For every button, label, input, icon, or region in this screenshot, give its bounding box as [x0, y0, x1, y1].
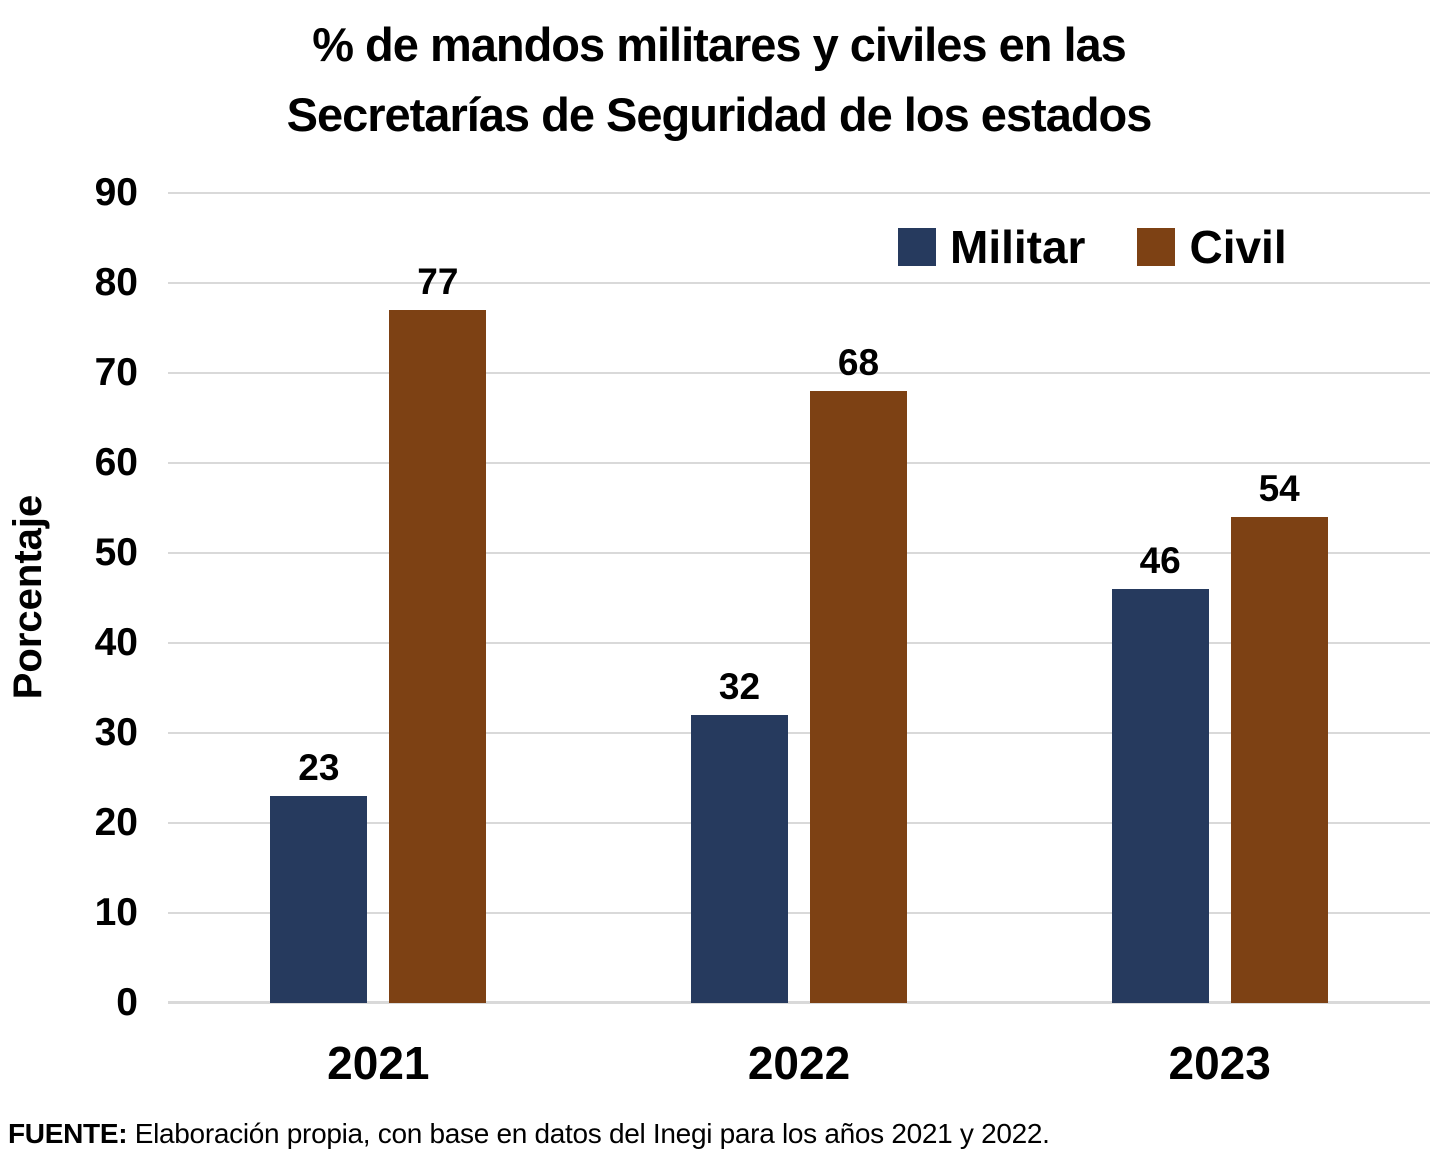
- y-tick-label-70: 70: [94, 351, 138, 394]
- legend-label-civil: Civil: [1189, 221, 1287, 273]
- x-tick-label-2023: 2023: [1168, 1037, 1271, 1089]
- x-tick-label-2022: 2022: [747, 1037, 851, 1089]
- y-tick-label-0: 0: [116, 981, 138, 1024]
- gridline-70: [168, 372, 1430, 374]
- gridline-10: [168, 912, 1430, 914]
- bar-civil-2022: [810, 391, 907, 1003]
- source-label: FUENTE:: [8, 1118, 128, 1149]
- value-label-militar-2022: 32: [718, 666, 761, 707]
- value-label-militar-2023: 46: [1139, 540, 1181, 581]
- bar-militar-2022: [691, 715, 788, 1003]
- x-axis-line: [168, 1001, 1430, 1004]
- plot-area: 23 77 32 68 46 54: [168, 192, 1430, 1004]
- bar-civil-2021: [389, 310, 487, 1003]
- bar-civil-2023: [1230, 517, 1328, 1003]
- chart-title-line2: Secretarías de Seguridad de los estados: [286, 88, 1153, 141]
- y-tick-label-80: 80: [94, 261, 138, 304]
- legend-label-militar: Militar: [950, 221, 1086, 273]
- chart-title-line1: % de mandos militares y civiles en las: [312, 18, 1127, 71]
- legend: Militar Civil: [898, 222, 1287, 272]
- bar-militar-2021: [270, 796, 368, 1003]
- y-tick-label-10: 10: [94, 891, 138, 934]
- gridline-60: [168, 462, 1430, 464]
- gridline-50: [168, 552, 1430, 554]
- y-tick-label-40: 40: [94, 621, 138, 664]
- source-text: Elaboración propia, con base en datos de…: [134, 1118, 1050, 1149]
- gridline-80: [168, 282, 1430, 284]
- y-tick-label-60: 60: [94, 441, 138, 484]
- gridline-40: [168, 642, 1430, 644]
- legend-item-civil: Civil: [1137, 221, 1287, 273]
- y-tick-label-50: 50: [94, 531, 138, 574]
- y-tick-label-30: 30: [94, 711, 138, 754]
- gridline-90: [168, 192, 1430, 194]
- y-tick-label-90: 90: [94, 171, 138, 214]
- legend-item-militar: Militar: [898, 222, 1085, 272]
- legend-swatch-civil: [1137, 228, 1176, 266]
- source-note: FUENTE: Elaboración propia, con base en …: [8, 1114, 1050, 1154]
- gridline-30: [168, 732, 1430, 734]
- value-label-militar-2021: 23: [298, 747, 340, 788]
- legend-swatch-militar: [898, 228, 936, 266]
- value-label-civil-2021: 77: [417, 261, 459, 302]
- x-tick-label-2021: 2021: [327, 1037, 430, 1089]
- chart-title: % de mandos militares y civiles en las S…: [0, 10, 1438, 150]
- gridline-20: [168, 822, 1430, 824]
- y-tick-label-20: 20: [94, 801, 138, 844]
- bar-militar-2023: [1111, 589, 1209, 1003]
- value-label-civil-2022: 68: [837, 342, 880, 383]
- y-axis-title: Porcentaje: [6, 494, 50, 700]
- value-label-civil-2023: 54: [1258, 468, 1300, 509]
